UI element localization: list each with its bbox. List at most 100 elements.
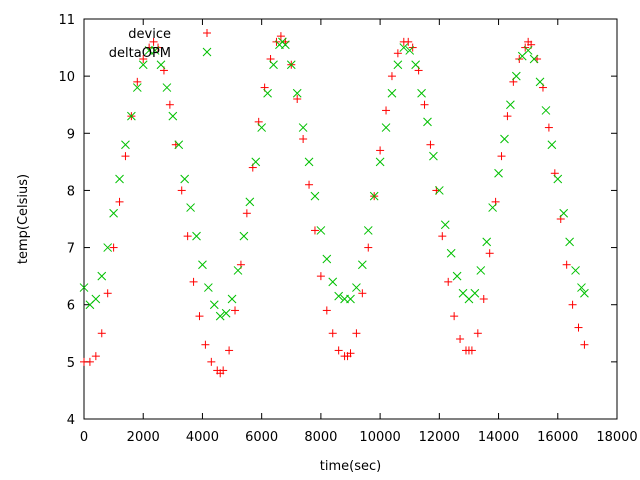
data-point-deltaOPM <box>286 60 296 70</box>
data-point-device <box>305 180 314 189</box>
data-point-device <box>322 306 331 315</box>
data-point-deltaOPM <box>156 60 166 70</box>
data-point-device <box>334 346 343 355</box>
data-point-deltaOPM <box>535 77 545 87</box>
data-point-deltaOPM <box>115 174 124 184</box>
data-point-deltaOPM <box>363 226 373 235</box>
data-point-deltaOPM <box>328 277 338 287</box>
data-point-device <box>133 77 142 86</box>
y-tick-label: 9 <box>67 127 75 142</box>
y-tick-label: 6 <box>67 299 75 314</box>
legend-marker-device <box>203 29 211 37</box>
data-point-deltaOPM <box>239 231 249 241</box>
x-tick-label: 8000 <box>304 430 337 445</box>
data-point-device <box>293 95 302 103</box>
data-point-device <box>346 349 355 358</box>
data-point-deltaOPM <box>127 111 136 121</box>
data-point-device <box>207 357 216 366</box>
data-point-deltaOPM <box>511 71 521 81</box>
data-point-device <box>189 277 198 286</box>
data-point-device <box>316 272 325 281</box>
data-point-deltaOPM <box>209 300 219 310</box>
data-point-device <box>544 123 553 132</box>
data-point-device <box>103 289 112 298</box>
y-axis-label: temp(Celsius) <box>16 174 31 264</box>
series-deltaOPM <box>79 37 589 321</box>
data-point-deltaOPM <box>429 151 438 161</box>
data-point-deltaOPM <box>553 174 563 184</box>
data-point-deltaOPM <box>411 60 420 70</box>
data-point-device <box>473 329 482 338</box>
y-tick-label: 10 <box>58 70 75 85</box>
data-point-deltaOPM <box>192 231 201 241</box>
data-point-deltaOPM <box>245 197 255 207</box>
data-point-deltaOPM <box>500 134 509 144</box>
data-point-deltaOPM <box>91 294 101 304</box>
x-tick-label: 0 <box>80 430 88 445</box>
data-point-device <box>328 329 337 338</box>
data-point-deltaOPM <box>565 237 574 247</box>
data-point-deltaOPM <box>541 106 551 115</box>
data-point-device <box>456 335 465 343</box>
data-point-device <box>177 186 186 195</box>
data-point-deltaOPM <box>352 283 361 292</box>
data-point-deltaOPM <box>221 308 231 318</box>
data-point-deltaOPM <box>580 288 589 298</box>
data-point-deltaOPM <box>162 83 172 92</box>
data-point-deltaOPM <box>452 271 462 281</box>
data-point-device <box>352 329 361 338</box>
data-point-deltaOPM <box>269 60 278 70</box>
data-point-deltaOPM <box>470 288 480 298</box>
data-point-device <box>387 72 396 81</box>
data-point-deltaOPM <box>346 294 355 304</box>
data-point-deltaOPM <box>257 123 267 132</box>
data-point-device <box>479 295 488 303</box>
data-point-deltaOPM <box>494 168 503 178</box>
data-point-device <box>426 140 435 149</box>
data-point-deltaOPM <box>375 157 385 167</box>
data-point-deltaOPM <box>251 157 261 167</box>
data-point-deltaOPM <box>488 203 497 212</box>
data-point-device <box>485 249 494 258</box>
data-point-deltaOPM <box>79 283 89 292</box>
data-point-device <box>195 312 204 321</box>
data-point-device <box>276 32 285 41</box>
x-tick-label: 10000 <box>359 430 400 445</box>
data-point-deltaOPM <box>446 248 456 258</box>
data-point-device <box>438 232 447 241</box>
data-point-deltaOPM <box>322 254 332 264</box>
data-point-deltaOPM <box>97 271 107 281</box>
legend-marker-deltaOPM <box>202 47 212 57</box>
data-point-deltaOPM <box>393 60 403 70</box>
data-point-device <box>580 340 589 349</box>
data-point-deltaOPM <box>180 174 190 184</box>
data-point-deltaOPM <box>310 191 320 201</box>
y-tick-label: 4 <box>67 413 75 428</box>
data-point-device <box>219 366 228 375</box>
y-tick-label: 11 <box>58 13 75 28</box>
data-point-device <box>165 100 174 109</box>
data-point-deltaOPM <box>399 43 409 52</box>
x-tick-label: 18000 <box>596 430 637 445</box>
data-point-deltaOPM <box>138 60 148 70</box>
data-point-device <box>231 306 240 315</box>
data-point-device <box>450 312 459 321</box>
data-point-device <box>109 243 118 252</box>
data-point-device <box>382 106 391 115</box>
legend-marker-deltaOPM <box>202 47 212 57</box>
data-point-device <box>225 346 234 355</box>
data-point-device <box>420 100 429 109</box>
data-point-deltaOPM <box>198 260 207 270</box>
data-point-device <box>364 243 373 252</box>
legend-label-deltaOPM: deltaOPM <box>109 46 171 61</box>
x-tick-label: 2000 <box>127 430 160 445</box>
legend-marker-device <box>203 29 211 37</box>
data-point-deltaOPM <box>186 203 195 212</box>
data-point-device <box>568 300 577 309</box>
data-point-deltaOPM <box>529 54 539 64</box>
data-point-deltaOPM <box>132 83 142 92</box>
data-point-device <box>115 197 124 206</box>
data-point-device <box>242 209 251 218</box>
data-point-deltaOPM <box>304 157 314 167</box>
x-tick-label: 12000 <box>419 430 460 445</box>
